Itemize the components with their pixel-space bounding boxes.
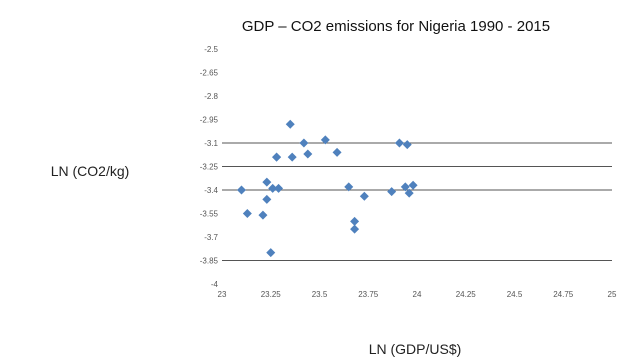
y-tick-label-6: -3.4 bbox=[204, 186, 218, 195]
data-point-4 bbox=[262, 177, 272, 187]
data-points bbox=[237, 119, 418, 258]
data-point-5 bbox=[266, 248, 276, 258]
x-tick-label-6: 23.75 bbox=[358, 290, 379, 299]
data-point-2 bbox=[258, 210, 268, 220]
data-point-20 bbox=[387, 187, 397, 197]
x-tick-label-4: 25 bbox=[608, 290, 617, 299]
data-point-13 bbox=[303, 149, 313, 159]
x-tick-label-2: 24 bbox=[413, 290, 422, 299]
y-tick-label-2: -2.8 bbox=[204, 92, 218, 101]
data-point-25 bbox=[408, 180, 418, 190]
data-point-18 bbox=[350, 224, 360, 234]
y-tick-label-3: -2.95 bbox=[200, 116, 219, 125]
data-point-22 bbox=[400, 182, 410, 192]
data-point-16 bbox=[344, 182, 354, 192]
x-tick-label-1: 23.5 bbox=[312, 290, 328, 299]
gridlines bbox=[222, 142, 612, 261]
data-point-10 bbox=[285, 119, 295, 129]
tick-labels: -2.5 -2.65 -2.8 -2.95 -3.1 -3.25 -3.4 -3.55 -3.7… bbox=[200, 45, 617, 299]
x-tick-label-7: 24.25 bbox=[456, 290, 477, 299]
data-point-23 bbox=[402, 140, 412, 150]
y-tick-label-1: -2.65 bbox=[200, 69, 219, 78]
data-point-17 bbox=[350, 216, 360, 226]
x-tick-label-8: 24.75 bbox=[553, 290, 574, 299]
data-point-3 bbox=[262, 194, 272, 204]
y-tick-label-7: -3.55 bbox=[200, 210, 219, 219]
data-point-12 bbox=[299, 138, 309, 148]
data-point-11 bbox=[287, 152, 297, 162]
data-point-21 bbox=[394, 138, 404, 148]
y-tick-label-10: -4 bbox=[211, 280, 219, 289]
y-tick-label-5: -3.25 bbox=[200, 163, 219, 172]
data-point-9 bbox=[272, 152, 282, 162]
x-tick-label-3: 24.5 bbox=[507, 290, 523, 299]
data-point-14 bbox=[320, 135, 330, 145]
data-point-19 bbox=[359, 191, 369, 201]
y-tick-label-0: -2.5 bbox=[204, 45, 218, 54]
x-tick-label-5: 23.25 bbox=[261, 290, 282, 299]
data-point-15 bbox=[332, 147, 342, 157]
data-point-1 bbox=[242, 209, 252, 218]
chart-title: GDP – CO2 emissions for Nigeria 1990 - 2… bbox=[242, 18, 550, 35]
y-tick-label-4: -3.1 bbox=[204, 139, 218, 148]
data-point-0 bbox=[237, 185, 246, 195]
y-tick-label-8: -3.7 bbox=[204, 233, 218, 242]
data-point-6 bbox=[268, 183, 278, 193]
x-axis-title: LN (GDP/US$) bbox=[369, 341, 462, 357]
y-axis-title: LN (CO2/kg) bbox=[51, 163, 130, 179]
x-tick-label-0: 23 bbox=[218, 290, 227, 299]
data-point-24 bbox=[404, 188, 414, 198]
data-point-8 bbox=[274, 183, 284, 193]
y-tick-label-9: -3.85 bbox=[200, 257, 219, 266]
